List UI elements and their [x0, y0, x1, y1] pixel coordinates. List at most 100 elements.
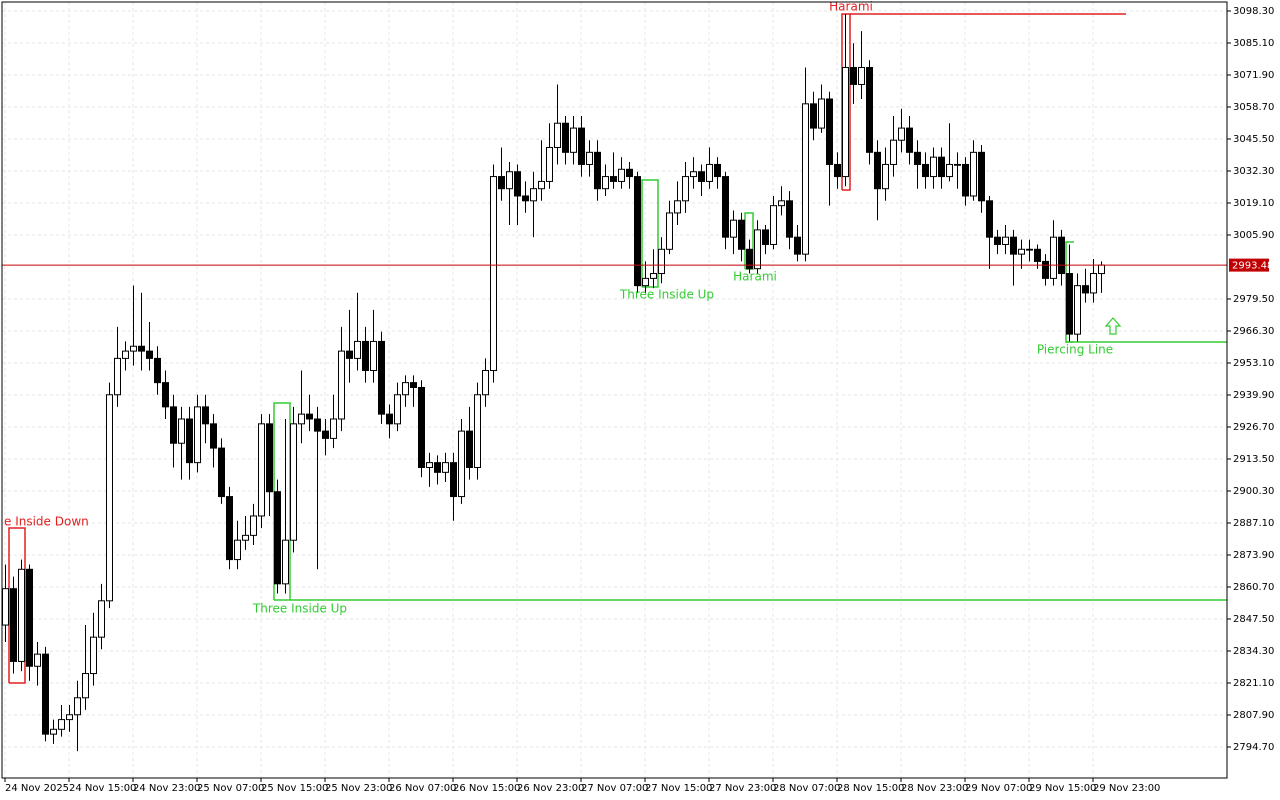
- x-tick-label: 28 Nov 15:00: [837, 783, 904, 794]
- candle-body: [282, 539, 289, 585]
- x-tick-label: 24 Nov 23:00: [133, 783, 200, 794]
- candle-body: [1026, 248, 1033, 251]
- candle-body: [642, 277, 649, 287]
- y-tick-label: 3005.90: [1233, 230, 1274, 241]
- candle-body: [1082, 285, 1089, 294]
- candle-body: [986, 200, 993, 238]
- candle-body: [130, 345, 137, 352]
- candle-body: [410, 382, 417, 388]
- candle-body: [338, 350, 345, 420]
- candle-body: [122, 350, 129, 359]
- y-tick-label: 2913.50: [1233, 454, 1274, 465]
- candle-body: [866, 66, 873, 153]
- candle-body: [306, 413, 313, 420]
- current-price-label: 2993.48: [1232, 261, 1273, 272]
- candle-body: [778, 200, 785, 207]
- candle-body: [322, 430, 329, 439]
- candle-body: [722, 176, 729, 238]
- candle-body: [730, 219, 737, 238]
- y-tick-label: 2953.10: [1233, 358, 1274, 369]
- x-tick-label: 27 Nov 15:00: [645, 783, 712, 794]
- candle-body: [1018, 248, 1025, 255]
- current-price-box: [1229, 258, 1269, 272]
- pattern-box: [8, 527, 26, 684]
- candle-body: [706, 163, 713, 182]
- x-tick-label: 26 Nov 15:00: [453, 783, 520, 794]
- y-tick-label: 3098.30: [1233, 6, 1274, 17]
- y-tick-label: 2821.10: [1233, 678, 1274, 689]
- candle-body: [634, 176, 641, 287]
- pattern-label: Three Inside Up: [252, 602, 347, 616]
- candle-body: [938, 156, 945, 178]
- y-tick-label: 2794.70: [1233, 742, 1274, 753]
- candle-body: [1050, 236, 1057, 279]
- candle-body: [1002, 236, 1009, 245]
- plot-frame: [1, 1, 1228, 779]
- candle-body: [362, 340, 369, 372]
- candle-body: [898, 127, 905, 141]
- candle-body: [266, 423, 273, 493]
- candle-body: [530, 188, 537, 202]
- candle-body: [914, 151, 921, 165]
- y-tick-label: 2887.10: [1233, 518, 1274, 529]
- x-tick-label: 24 Nov 15:00: [69, 783, 136, 794]
- candle-body: [370, 340, 377, 372]
- x-tick-label: 28 Nov 07:00: [773, 783, 840, 794]
- candle-body: [178, 418, 185, 444]
- candle-body: [10, 588, 17, 662]
- y-tick-label: 3032.30: [1233, 166, 1274, 177]
- candle-body: [546, 146, 553, 182]
- candle-body: [1090, 273, 1097, 294]
- candle-body: [610, 176, 617, 182]
- x-tick-label: 25 Nov 15:00: [261, 783, 328, 794]
- y-tick-label: 3085.10: [1233, 38, 1274, 49]
- candle-body: [242, 534, 249, 541]
- y-tick-label: 2834.30: [1233, 646, 1274, 657]
- x-tick-label: 24 Nov 2025: [5, 783, 69, 794]
- y-tick-label: 2847.50: [1233, 614, 1274, 625]
- pattern-box: [641, 179, 659, 288]
- candle-body: [98, 600, 105, 638]
- candle-body: [114, 357, 121, 396]
- y-tick-label: 3058.70: [1233, 102, 1274, 113]
- candle-body: [18, 568, 25, 662]
- candle-body: [570, 127, 577, 153]
- y-tick-label: 2966.30: [1233, 326, 1274, 337]
- candle-body: [850, 66, 857, 85]
- candle-body: [290, 423, 297, 541]
- candle-body: [762, 229, 769, 245]
- candle-body: [682, 176, 689, 202]
- candle-body: [378, 340, 385, 415]
- candle-body: [402, 382, 409, 396]
- candle-body: [34, 653, 41, 667]
- candle-body: [810, 103, 817, 129]
- x-tick-label: 26 Nov 07:00: [389, 783, 456, 794]
- buy-arrow: [1104, 317, 1122, 335]
- candle-body: [258, 423, 265, 517]
- candle-body: [2, 588, 9, 626]
- x-tick-label: 29 Nov 15:00: [1029, 783, 1096, 794]
- candle-body: [26, 568, 33, 667]
- candle-body: [906, 127, 913, 153]
- candle-body: [946, 163, 953, 178]
- candle-body: [674, 200, 681, 214]
- candle-body: [794, 236, 801, 255]
- candle-body: [666, 212, 673, 250]
- candle-body: [218, 447, 225, 498]
- candle-body: [66, 714, 73, 721]
- candle-body: [194, 406, 201, 464]
- candle-body: [386, 413, 393, 425]
- candle-body: [450, 462, 457, 498]
- candle-body: [210, 423, 217, 449]
- pattern-label: Harami: [733, 270, 777, 284]
- candle-body: [754, 229, 761, 270]
- pattern-label: Harami: [829, 0, 873, 14]
- candle-body: [314, 418, 321, 432]
- candle-body: [626, 168, 633, 178]
- y-tick-label: 2860.70: [1233, 582, 1274, 593]
- candle-body: [714, 163, 721, 178]
- candle-body: [690, 171, 697, 178]
